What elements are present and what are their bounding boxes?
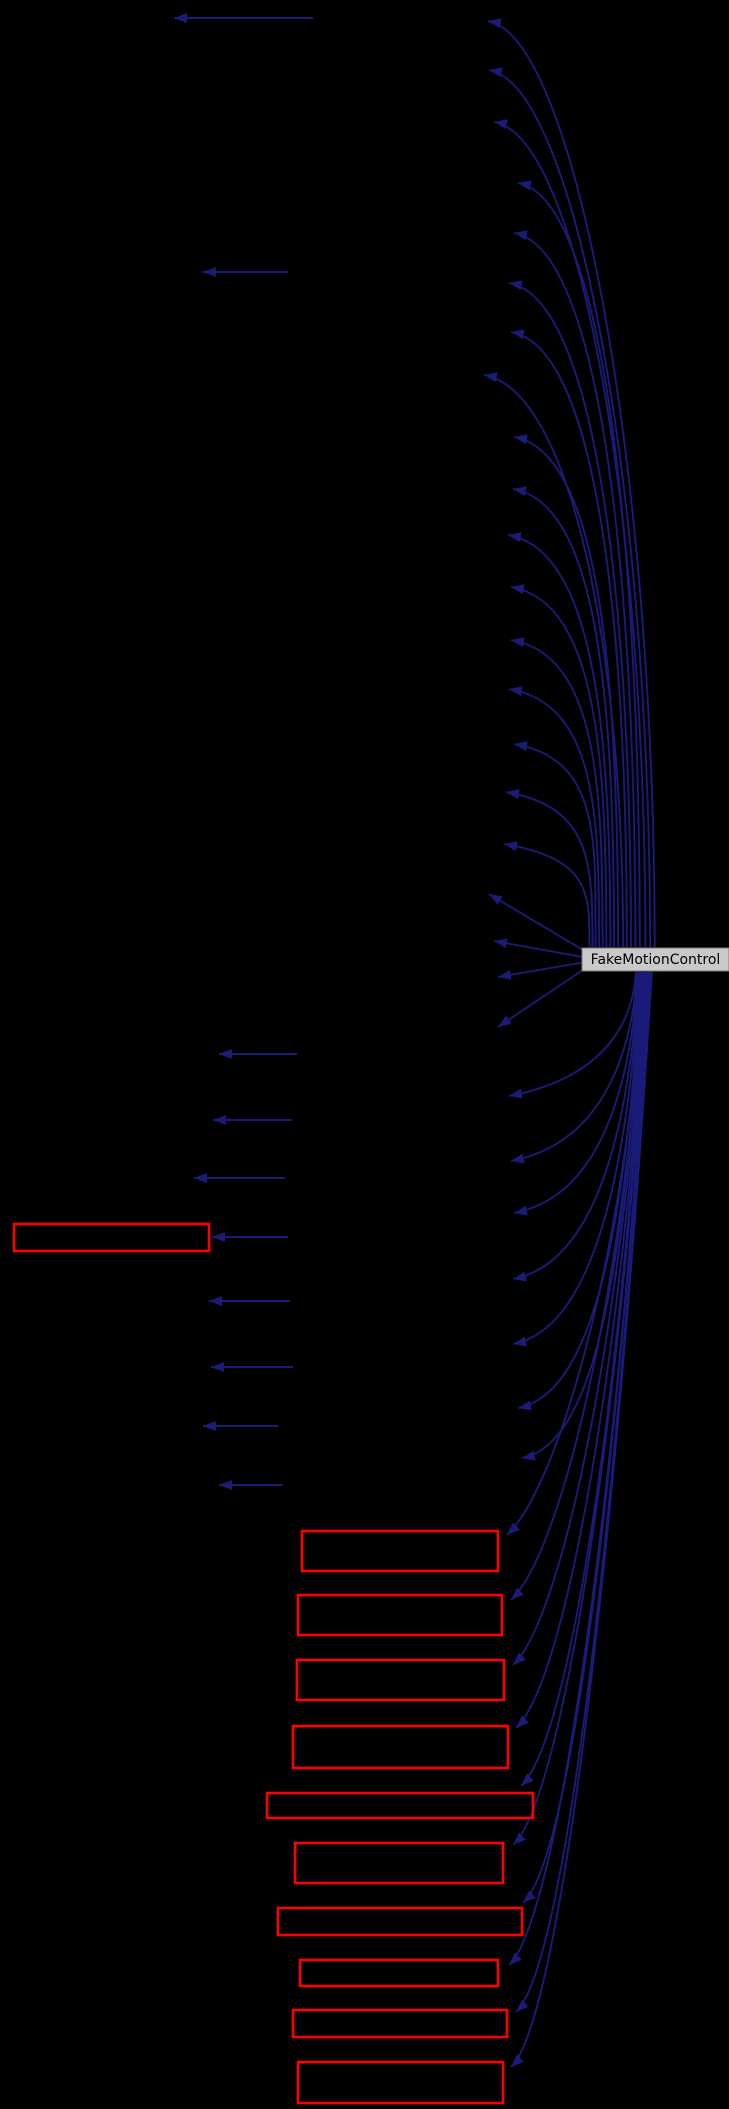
call-edge — [503, 841, 591, 948]
call-edge — [508, 686, 601, 948]
call-edge — [515, 971, 648, 1729]
call-edge — [512, 486, 615, 948]
call-edge — [520, 971, 649, 1787]
call-edge — [493, 119, 647, 948]
call-edge — [488, 893, 584, 951]
call-edge — [493, 938, 584, 959]
related-node-box[interactable] — [291, 2008, 509, 2039]
call-edge — [513, 741, 597, 948]
node-label: FakeMotionControl — [591, 952, 721, 968]
call-edge — [508, 280, 632, 948]
call-edge — [513, 230, 637, 948]
call-edge — [512, 971, 642, 1347]
call-edge — [510, 971, 653, 2068]
related-node-box[interactable] — [265, 1791, 535, 1820]
call-edge — [513, 971, 639, 1216]
related-node-box[interactable] — [296, 2060, 505, 2105]
related-node-box[interactable] — [295, 1658, 506, 1702]
call-edge — [513, 434, 620, 948]
related-node-box[interactable] — [293, 1841, 505, 1885]
related-node-box[interactable] — [300, 1529, 500, 1573]
call-edge — [510, 971, 639, 1164]
call-edge — [517, 180, 641, 948]
call-edge — [510, 584, 608, 948]
call-edge — [515, 971, 652, 2013]
call-edge — [512, 971, 650, 1846]
call-edge — [508, 971, 637, 1099]
call-edge — [510, 637, 604, 948]
call-edge — [488, 67, 652, 948]
call-edge — [497, 961, 584, 980]
related-node-box[interactable] — [298, 1958, 500, 1988]
related-node-box[interactable] — [12, 1222, 211, 1253]
call-edge — [512, 971, 647, 1666]
call-edge — [487, 18, 656, 948]
call-edge — [505, 789, 594, 948]
related-node-box[interactable] — [296, 1593, 504, 1637]
fake-motion-control-node — [581, 947, 729, 972]
call-edge — [507, 532, 612, 948]
call-edge — [483, 372, 625, 948]
call-edge — [497, 969, 584, 1028]
call-edge — [510, 971, 646, 1601]
call-edge — [506, 971, 645, 1536]
related-node-box[interactable] — [291, 1724, 510, 1770]
call-edge — [510, 329, 628, 948]
related-node-box[interactable] — [276, 1906, 524, 1937]
call-edge — [508, 971, 652, 1966]
call-edge — [512, 971, 640, 1282]
